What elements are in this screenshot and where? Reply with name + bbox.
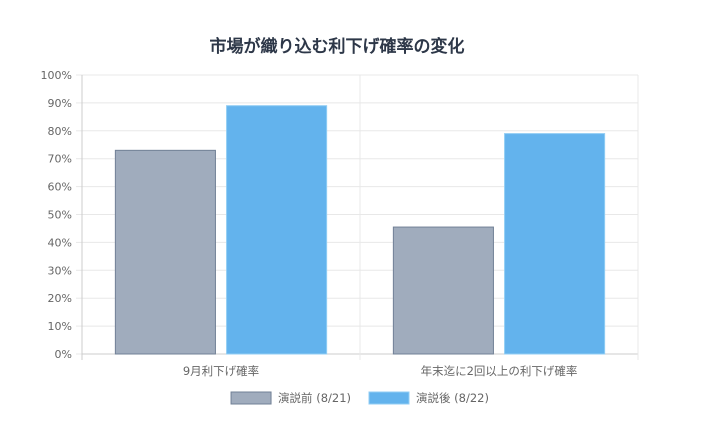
- y-tick-label: 70%: [48, 153, 72, 166]
- legend-swatch: [368, 391, 410, 405]
- bar-1-1: [114, 149, 216, 355]
- y-tick-label: 20%: [48, 292, 72, 305]
- y-tick-label: 90%: [48, 97, 72, 110]
- y-tick-label: 30%: [48, 264, 72, 277]
- y-tick-label: 60%: [48, 181, 72, 194]
- legend[interactable]: 演説前 (8/21) 演説後 (8/22): [230, 391, 489, 405]
- y-tick-label: 40%: [48, 236, 72, 249]
- legend-item-2[interactable]: 演説後 (8/22): [368, 391, 489, 405]
- y-tick-label: 100%: [41, 69, 72, 82]
- legend-swatch: [230, 391, 272, 405]
- bar-2-2: [504, 133, 606, 355]
- y-tick-label: 50%: [48, 209, 72, 222]
- y-tick-label: 10%: [48, 320, 72, 333]
- legend-label: 演説前 (8/21): [278, 391, 351, 405]
- legend-item-1[interactable]: 演説前 (8/21): [230, 391, 351, 405]
- y-tick-label: 0%: [55, 348, 72, 361]
- x-category-label: 9月利下げ確率: [183, 364, 259, 378]
- bar-1-2: [392, 226, 494, 355]
- y-axis-ticks: 0% 10% 20% 30% 40% 50% 60% 70% 80% 90% 100%: [41, 69, 72, 361]
- y-tick-label: 80%: [48, 125, 72, 138]
- x-category-label: 年末迄に2回以上の利下げ確率: [421, 364, 578, 378]
- chart-title: 市場が織り込む利下げ確率の変化: [210, 36, 465, 57]
- x-axis-labels: 9月利下げ確率 年末迄に2回以上の利下げ確率: [183, 364, 578, 378]
- legend-label: 演説後 (8/22): [416, 391, 489, 405]
- bar-2-1: [226, 105, 328, 355]
- bars: [114, 105, 606, 355]
